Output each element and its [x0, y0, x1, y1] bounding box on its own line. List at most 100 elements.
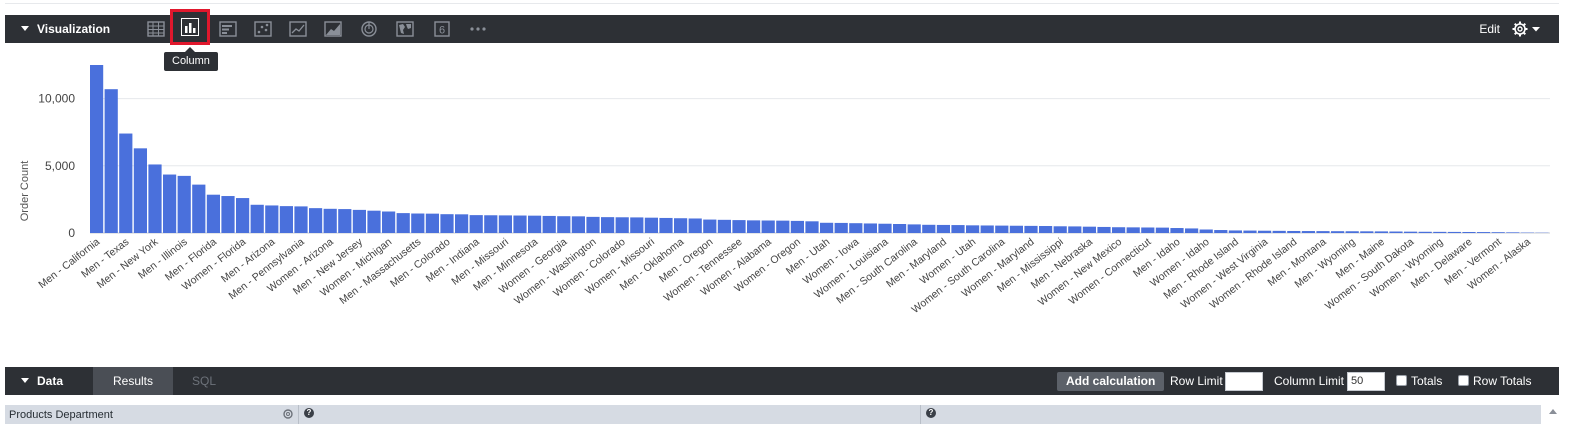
- chart-bar[interactable]: [732, 220, 746, 233]
- pie-chart-icon[interactable]: [359, 19, 379, 39]
- chart-bar[interactable]: [747, 220, 761, 233]
- chart-bar[interactable]: [966, 225, 980, 233]
- chart-bar[interactable]: [936, 224, 950, 233]
- chart-bar[interactable]: [790, 220, 804, 233]
- chart-bar[interactable]: [717, 219, 731, 233]
- tab-sql[interactable]: SQL: [191, 374, 216, 388]
- chart-bar[interactable]: [1331, 231, 1345, 233]
- chart-bar[interactable]: [542, 215, 556, 233]
- chart-bar[interactable]: [1418, 231, 1432, 233]
- add-calculation-button[interactable]: Add calculation: [1057, 372, 1165, 391]
- bar-chart-icon[interactable]: [218, 19, 238, 39]
- chart-bar[interactable]: [1009, 225, 1023, 233]
- chart-bar[interactable]: [104, 89, 118, 233]
- chart-bar[interactable]: [309, 208, 323, 233]
- column-chart-icon[interactable]: [170, 9, 210, 45]
- chart-bar[interactable]: [1477, 232, 1491, 233]
- chart-bar[interactable]: [1068, 226, 1082, 233]
- scatter-chart-icon[interactable]: [253, 19, 273, 39]
- chart-bar[interactable]: [849, 223, 863, 233]
- chart-bar[interactable]: [688, 218, 702, 233]
- chart-bar[interactable]: [995, 225, 1009, 233]
- chart-bar[interactable]: [630, 217, 644, 233]
- chart-bar[interactable]: [513, 215, 527, 233]
- chart-bar[interactable]: [1301, 231, 1315, 233]
- chart-bar[interactable]: [907, 224, 921, 233]
- chart-bar[interactable]: [805, 221, 819, 233]
- scrollbar-up-arrow-icon[interactable]: [1549, 409, 1557, 414]
- row-limit-input[interactable]: [1225, 372, 1263, 391]
- chart-bar[interactable]: [250, 204, 264, 233]
- chart-bar[interactable]: [396, 213, 410, 233]
- chart-bar[interactable]: [323, 208, 337, 233]
- chart-bar[interactable]: [279, 206, 293, 233]
- chart-bar[interactable]: [1170, 228, 1184, 233]
- single-value-icon[interactable]: 6: [432, 19, 452, 39]
- settings-gear-icon[interactable]: [1511, 20, 1543, 38]
- chart-bar[interactable]: [1404, 231, 1418, 233]
- chart-bar[interactable]: [1126, 227, 1140, 233]
- map-icon[interactable]: [395, 19, 415, 39]
- chart-bar[interactable]: [820, 222, 834, 233]
- chart-bar[interactable]: [352, 209, 366, 233]
- column-limit-input[interactable]: 50: [1347, 372, 1385, 391]
- chart-bar[interactable]: [980, 225, 994, 233]
- chart-bar[interactable]: [265, 205, 279, 233]
- help-icon[interactable]: ?: [304, 408, 314, 418]
- chart-bar[interactable]: [133, 148, 147, 233]
- chart-bar[interactable]: [367, 210, 381, 233]
- chart-bar[interactable]: [90, 65, 104, 233]
- chart-bar[interactable]: [1447, 231, 1461, 233]
- chart-bar[interactable]: [192, 184, 206, 233]
- column-header-products-department[interactable]: Products Department: [9, 409, 113, 421]
- chart-bar[interactable]: [206, 194, 220, 233]
- chart-bar[interactable]: [1214, 230, 1228, 233]
- chart-bar[interactable]: [571, 216, 585, 233]
- data-toggle[interactable]: Data: [21, 367, 63, 395]
- help-icon[interactable]: ?: [926, 408, 936, 418]
- chart-bar[interactable]: [498, 215, 512, 233]
- chart-bar[interactable]: [1506, 232, 1520, 233]
- chart-bar[interactable]: [1199, 229, 1213, 233]
- chart-bar[interactable]: [557, 216, 571, 233]
- chart-bar[interactable]: [1053, 226, 1067, 233]
- chart-bar[interactable]: [1287, 230, 1301, 233]
- chart-bar[interactable]: [469, 215, 483, 233]
- chart-bar[interactable]: [703, 219, 717, 233]
- chart-bar[interactable]: [878, 223, 892, 233]
- chart-bar[interactable]: [1243, 230, 1257, 233]
- chart-bar[interactable]: [1024, 225, 1038, 233]
- chart-bar[interactable]: [1316, 231, 1330, 233]
- chart-bar[interactable]: [294, 206, 308, 233]
- chart-bar[interactable]: [484, 215, 498, 233]
- line-chart-icon[interactable]: [288, 19, 308, 39]
- visualization-toggle[interactable]: Visualization: [21, 15, 110, 43]
- chart-bar[interactable]: [1389, 231, 1403, 233]
- chart-bar[interactable]: [674, 218, 688, 233]
- chart-bar[interactable]: [221, 196, 235, 233]
- chart-bar[interactable]: [1491, 232, 1505, 233]
- table-icon[interactable]: [146, 19, 166, 39]
- area-chart-icon[interactable]: [323, 19, 343, 39]
- chart-bar[interactable]: [1374, 231, 1388, 233]
- chart-bar[interactable]: [1360, 231, 1374, 233]
- chart-bar[interactable]: [440, 214, 454, 233]
- chart-bar[interactable]: [863, 223, 877, 233]
- chart-bar[interactable]: [338, 209, 352, 233]
- chart-bar[interactable]: [951, 225, 965, 233]
- chart-bar[interactable]: [834, 222, 848, 233]
- chart-bar[interactable]: [455, 214, 469, 233]
- chart-bar[interactable]: [615, 217, 629, 233]
- chart-bar[interactable]: [1141, 227, 1155, 233]
- chart-bar[interactable]: [236, 198, 250, 233]
- chart-bar[interactable]: [1433, 231, 1447, 233]
- chart-bar[interactable]: [382, 211, 396, 234]
- chart-bar[interactable]: [644, 217, 658, 233]
- chart-bar[interactable]: [1258, 230, 1272, 233]
- chart-bar[interactable]: [1082, 226, 1096, 233]
- more-icon[interactable]: [467, 19, 491, 39]
- chart-bar[interactable]: [163, 174, 177, 233]
- chart-bar[interactable]: [1097, 226, 1111, 233]
- chart-bar[interactable]: [148, 164, 162, 233]
- totals-checkbox[interactable]: [1396, 375, 1407, 386]
